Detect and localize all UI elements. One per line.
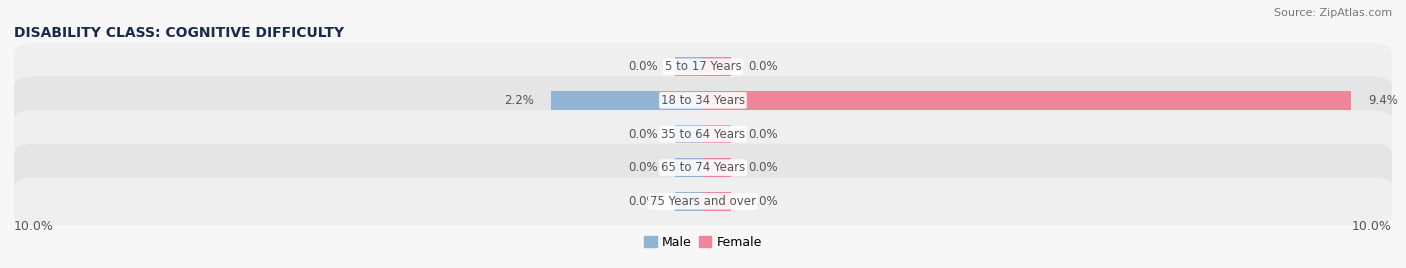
Bar	[703, 125, 731, 143]
Legend: Male, Female: Male, Female	[641, 233, 765, 251]
FancyBboxPatch shape	[14, 177, 1392, 225]
Text: 0.0%: 0.0%	[748, 60, 778, 73]
Bar	[675, 58, 703, 76]
Text: 10.0%: 10.0%	[1353, 220, 1392, 233]
Text: 2.2%: 2.2%	[505, 94, 534, 107]
Text: 10.0%: 10.0%	[14, 220, 53, 233]
Text: DISABILITY CLASS: COGNITIVE DIFFICULTY: DISABILITY CLASS: COGNITIVE DIFFICULTY	[14, 26, 344, 40]
Text: 35 to 64 Years: 35 to 64 Years	[661, 128, 745, 140]
Text: 0.0%: 0.0%	[748, 161, 778, 174]
Bar	[703, 58, 731, 76]
Text: 0.0%: 0.0%	[628, 128, 658, 140]
FancyBboxPatch shape	[14, 110, 1392, 158]
Text: 5 to 17 Years: 5 to 17 Years	[665, 60, 741, 73]
Text: 9.4%: 9.4%	[1368, 94, 1398, 107]
FancyBboxPatch shape	[14, 144, 1392, 192]
Bar	[675, 192, 703, 210]
Bar	[675, 125, 703, 143]
Text: 65 to 74 Years: 65 to 74 Years	[661, 161, 745, 174]
Bar	[703, 158, 731, 177]
Text: Source: ZipAtlas.com: Source: ZipAtlas.com	[1274, 8, 1392, 18]
Text: 0.0%: 0.0%	[748, 195, 778, 208]
Bar	[703, 91, 1351, 110]
Bar	[675, 158, 703, 177]
Bar	[703, 192, 731, 210]
Text: 0.0%: 0.0%	[628, 60, 658, 73]
Text: 0.0%: 0.0%	[628, 195, 658, 208]
Text: 75 Years and over: 75 Years and over	[650, 195, 756, 208]
FancyBboxPatch shape	[14, 76, 1392, 124]
Text: 18 to 34 Years: 18 to 34 Years	[661, 94, 745, 107]
Text: 0.0%: 0.0%	[748, 128, 778, 140]
Text: 0.0%: 0.0%	[628, 161, 658, 174]
Bar	[551, 91, 703, 110]
FancyBboxPatch shape	[14, 43, 1392, 91]
